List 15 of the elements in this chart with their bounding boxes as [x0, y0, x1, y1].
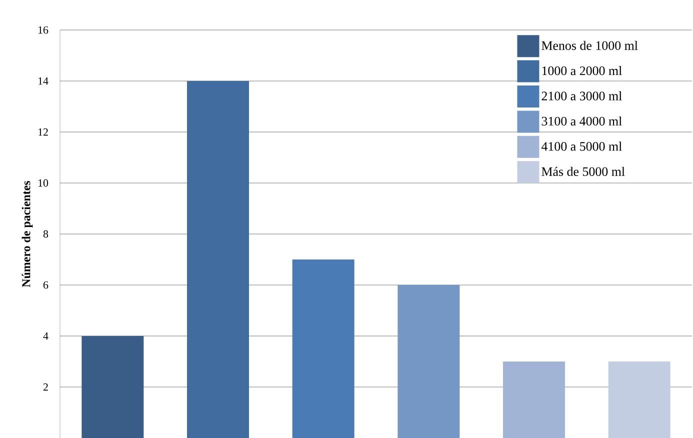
legend-label: 3100 a 4000 ml [542, 116, 622, 126]
y-tick-label: 10 [38, 179, 48, 187]
y-axis-title: Número de pacientes [22, 180, 33, 288]
y-tick-label: 4 [43, 332, 48, 340]
y-tick-label: 2 [43, 383, 48, 391]
legend-label: Más de 5000 ml [542, 166, 625, 176]
legend-label: 1000 a 2000 ml [542, 66, 622, 76]
y-tick-label: 16 [38, 26, 48, 34]
y-tick-label: 6 [43, 281, 48, 289]
legend-label: Menos de 1000 ml [542, 40, 638, 50]
y-tick-label: 8 [43, 230, 48, 238]
legend-label: 2100 a 3000 ml [542, 91, 622, 100]
legend-label: 4100 a 5000 ml [541, 142, 622, 151]
y-tick-label: 14 [38, 77, 48, 85]
y-tick-label: 12 [38, 128, 48, 136]
